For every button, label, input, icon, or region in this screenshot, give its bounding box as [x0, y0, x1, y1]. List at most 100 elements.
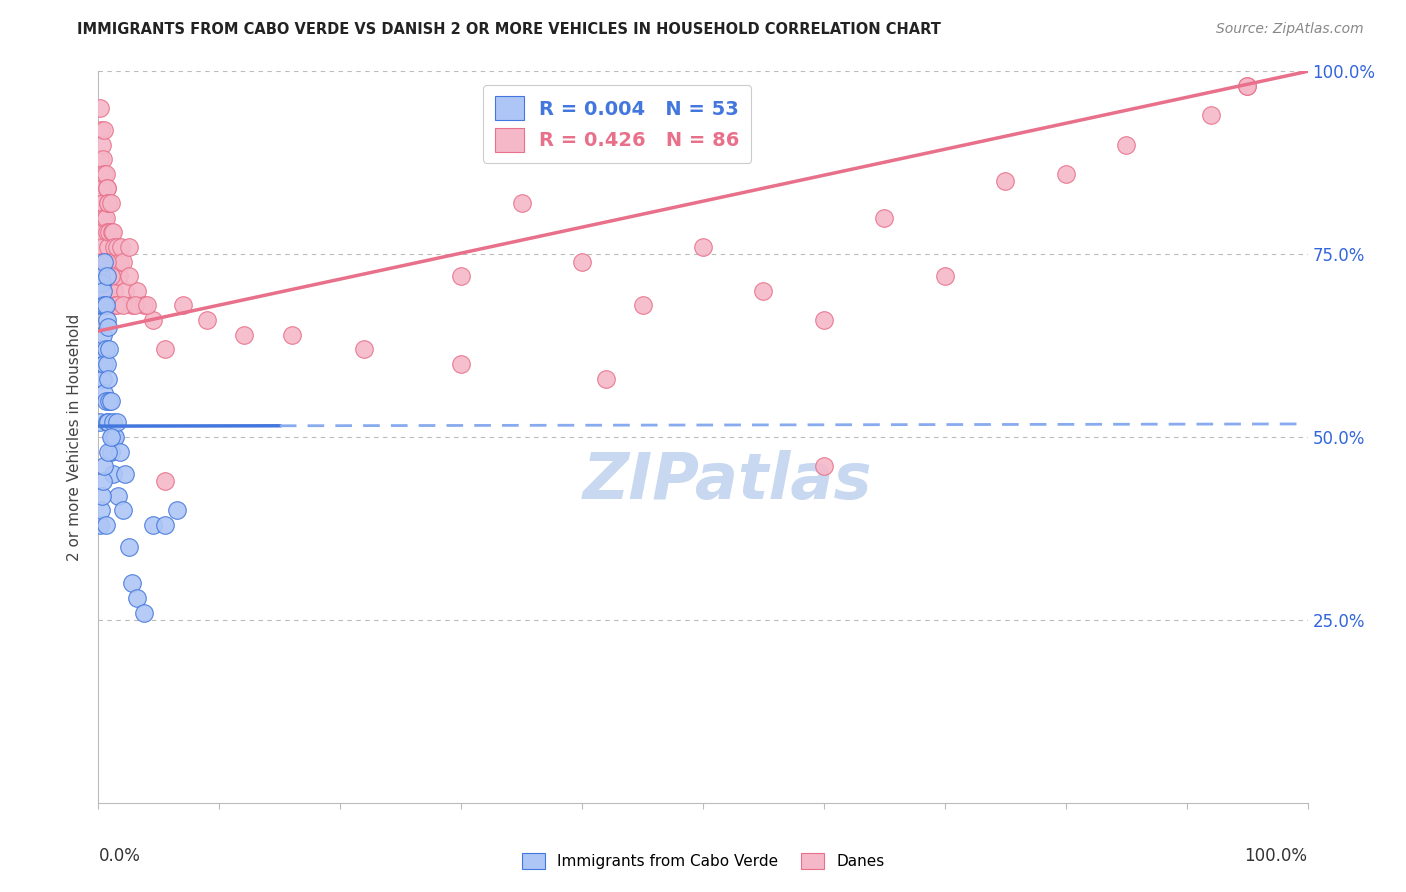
Point — [91, 240, 114, 254]
Point — [124, 298, 146, 312]
Point — [172, 298, 194, 312]
Point — [90, 123, 112, 137]
Point — [96, 225, 118, 239]
Point — [450, 357, 472, 371]
Point — [1236, 78, 1258, 93]
Point — [108, 269, 131, 284]
Point — [91, 181, 114, 195]
Point — [873, 211, 896, 225]
Point — [93, 298, 115, 312]
Point — [91, 284, 114, 298]
Point — [91, 298, 114, 312]
Point — [101, 269, 124, 284]
Point — [232, 327, 254, 342]
Point — [97, 240, 120, 254]
Point — [93, 459, 115, 474]
Point — [100, 393, 122, 408]
Point — [97, 371, 120, 385]
Point — [98, 343, 121, 357]
Point — [111, 298, 134, 312]
Point — [91, 137, 114, 152]
Point — [1054, 167, 1077, 181]
Point — [91, 152, 114, 166]
Point — [100, 225, 122, 239]
Point — [107, 269, 129, 284]
Point — [100, 430, 122, 444]
Point — [813, 313, 835, 327]
Point — [595, 371, 617, 385]
Point — [118, 540, 141, 554]
Point — [97, 298, 120, 312]
Point — [94, 211, 117, 225]
Point — [90, 225, 112, 239]
Point — [100, 254, 122, 268]
Point — [90, 167, 112, 181]
Point — [100, 196, 122, 211]
Point — [813, 459, 835, 474]
Point — [96, 313, 118, 327]
Point — [104, 254, 127, 268]
Point — [93, 123, 115, 137]
Point — [93, 269, 115, 284]
Point — [93, 254, 115, 268]
Point — [114, 467, 136, 481]
Point — [94, 167, 117, 181]
Point — [1199, 108, 1222, 122]
Point — [752, 284, 775, 298]
Point — [1115, 137, 1137, 152]
Point — [97, 196, 120, 211]
Point — [135, 298, 157, 312]
Point — [571, 254, 593, 268]
Point — [98, 269, 121, 284]
Point — [90, 254, 112, 268]
Point — [166, 503, 188, 517]
Point — [91, 254, 114, 268]
Point — [96, 284, 118, 298]
Point — [97, 444, 120, 458]
Point — [91, 277, 114, 291]
Y-axis label: 2 or more Vehicles in Household: 2 or more Vehicles in Household — [67, 313, 83, 561]
Point — [100, 444, 122, 458]
Point — [105, 240, 128, 254]
Point — [91, 371, 114, 385]
Point — [91, 371, 114, 385]
Point — [108, 444, 131, 458]
Point — [142, 313, 165, 327]
Point — [96, 269, 118, 284]
Point — [111, 503, 134, 517]
Point — [97, 196, 120, 211]
Point — [153, 474, 176, 488]
Point — [103, 240, 125, 254]
Point — [89, 416, 111, 430]
Point — [100, 269, 122, 284]
Point — [110, 240, 132, 254]
Point — [127, 284, 149, 298]
Point — [91, 196, 114, 211]
Point — [91, 489, 114, 503]
Point — [90, 503, 112, 517]
Point — [98, 225, 121, 239]
Point — [134, 298, 156, 312]
Point — [153, 343, 176, 357]
Point — [631, 298, 654, 312]
Legend: R = 0.004   N = 53, R = 0.426   N = 86: R = 0.004 N = 53, R = 0.426 N = 86 — [484, 85, 751, 163]
Point — [103, 284, 125, 298]
Point — [97, 416, 120, 430]
Point — [89, 517, 111, 532]
Point — [692, 240, 714, 254]
Point — [134, 606, 156, 620]
Point — [98, 393, 121, 408]
Point — [90, 269, 112, 284]
Point — [89, 152, 111, 166]
Point — [153, 517, 176, 532]
Point — [1236, 78, 1258, 93]
Point — [510, 196, 533, 211]
Point — [100, 430, 122, 444]
Point — [94, 393, 117, 408]
Point — [111, 254, 134, 268]
Point — [118, 240, 141, 254]
Point — [96, 181, 118, 195]
Point — [94, 298, 117, 312]
Point — [994, 174, 1017, 188]
Point — [104, 430, 127, 444]
